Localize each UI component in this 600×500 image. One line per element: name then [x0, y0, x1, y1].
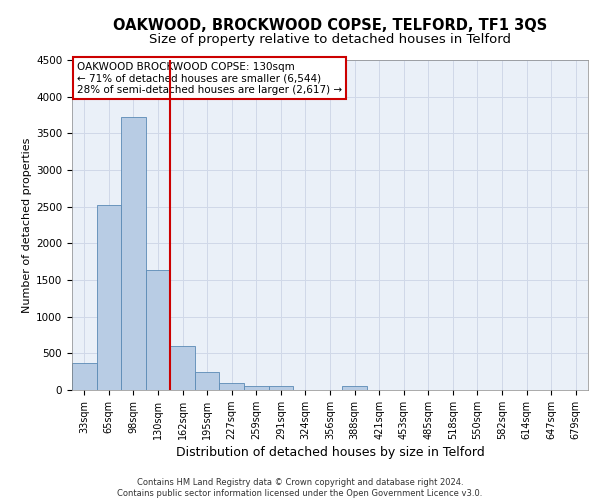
- Bar: [97, 205, 121, 390]
- Bar: [220, 382, 244, 390]
- Bar: [342, 386, 367, 390]
- Bar: [121, 117, 146, 390]
- Text: Contains HM Land Registry data © Crown copyright and database right 2024.
Contai: Contains HM Land Registry data © Crown c…: [118, 478, 482, 498]
- Text: Size of property relative to detached houses in Telford: Size of property relative to detached ho…: [149, 32, 511, 46]
- Text: OAKWOOD BROCKWOOD COPSE: 130sqm
← 71% of detached houses are smaller (6,544)
28%: OAKWOOD BROCKWOOD COPSE: 130sqm ← 71% of…: [77, 62, 342, 95]
- Bar: [146, 270, 170, 390]
- Bar: [72, 362, 97, 390]
- Bar: [170, 346, 195, 390]
- Bar: [269, 386, 293, 390]
- Y-axis label: Number of detached properties: Number of detached properties: [22, 138, 32, 312]
- Bar: [244, 386, 269, 390]
- X-axis label: Distribution of detached houses by size in Telford: Distribution of detached houses by size …: [176, 446, 484, 459]
- Bar: [195, 372, 220, 390]
- Text: OAKWOOD, BROCKWOOD COPSE, TELFORD, TF1 3QS: OAKWOOD, BROCKWOOD COPSE, TELFORD, TF1 3…: [113, 18, 547, 32]
